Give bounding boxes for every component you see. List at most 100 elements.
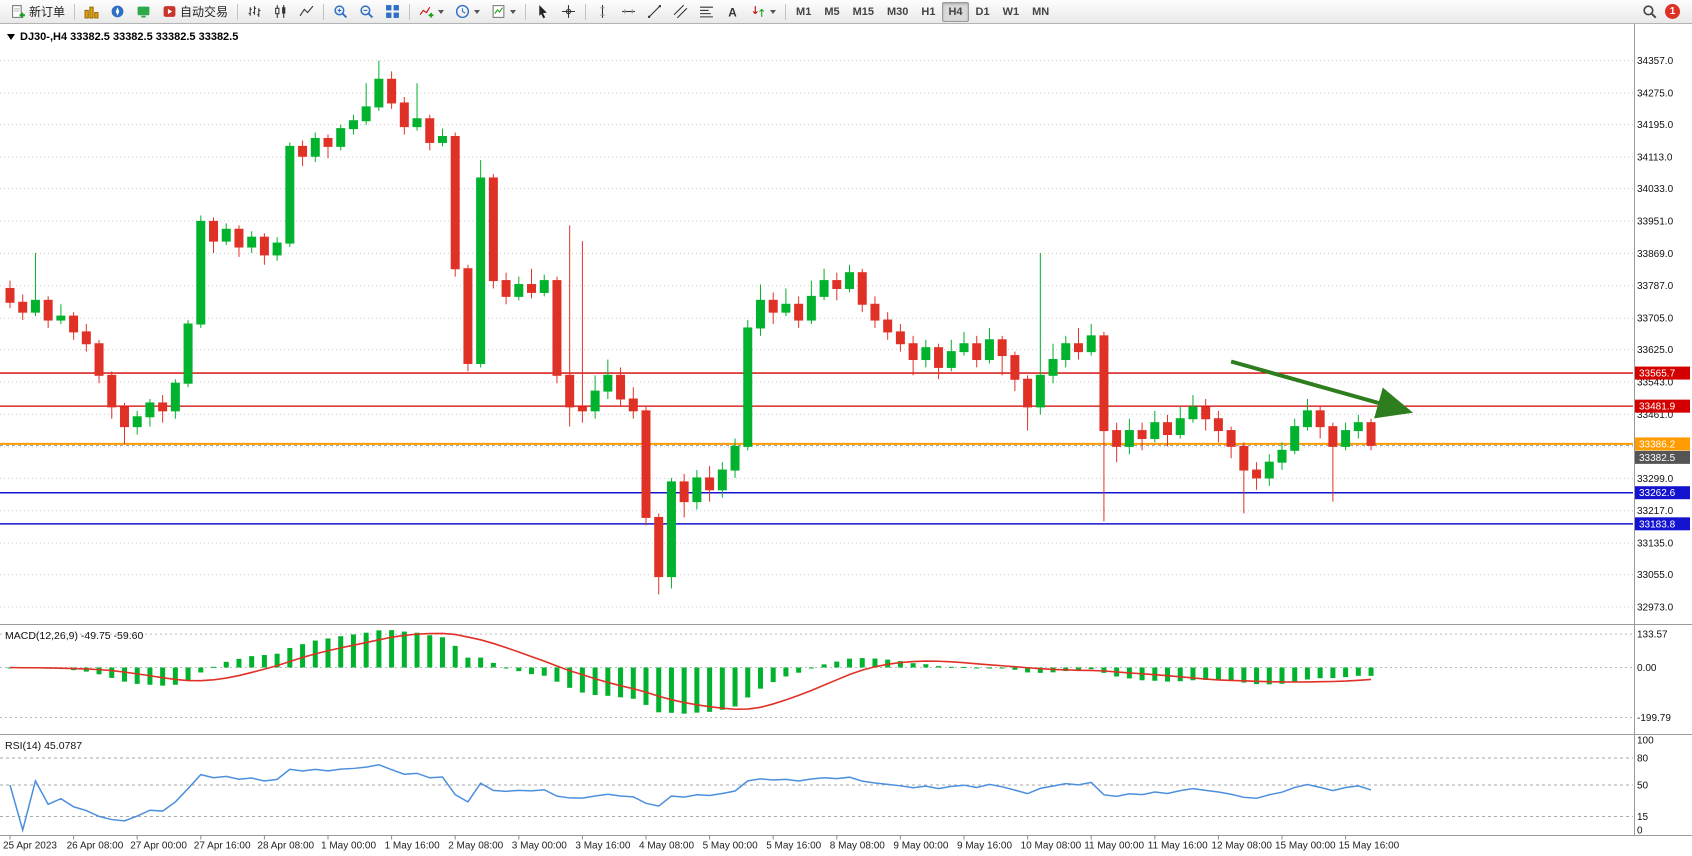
zoom-out-button[interactable] xyxy=(354,2,379,22)
periods-button[interactable] xyxy=(450,2,485,22)
svg-text:15: 15 xyxy=(1637,812,1649,823)
svg-text:34033.0: 34033.0 xyxy=(1637,184,1674,195)
text-tool-button[interactable]: A xyxy=(720,2,745,22)
terminal-button[interactable] xyxy=(131,2,156,22)
toolbar-separator xyxy=(785,3,787,20)
timeframe-m1-button[interactable]: M1 xyxy=(790,2,817,22)
svg-text:27 Apr 00:00: 27 Apr 00:00 xyxy=(130,841,187,852)
fibonacci-tool-button[interactable] xyxy=(694,2,719,22)
chart-canvas[interactable]: 34357.0 34275.0 34195.0 34113.0 34033.0 33951… xyxy=(0,24,1692,856)
svg-text:33262.6: 33262.6 xyxy=(1639,488,1676,499)
trendline-tool-button[interactable] xyxy=(642,2,667,22)
terminal-icon xyxy=(137,6,150,18)
autotrade-icon xyxy=(163,6,176,17)
timeframe-m5-button[interactable]: M5 xyxy=(818,2,845,22)
zoom-in-button[interactable] xyxy=(328,2,353,22)
chart-title: DJ30-,H4 33382.5 33382.5 33382.5 33382.5 xyxy=(7,29,238,44)
toolbar-separator xyxy=(323,3,325,20)
svg-text:33951.0: 33951.0 xyxy=(1637,216,1674,227)
toolbar-separator xyxy=(237,3,239,20)
vertical-line-tool-button[interactable] xyxy=(590,2,615,22)
svg-text:34275.0: 34275.0 xyxy=(1637,89,1674,100)
line-chart-icon xyxy=(299,5,314,17)
search-button[interactable] xyxy=(1637,2,1662,22)
timeframe-m30-button[interactable]: M30 xyxy=(881,2,914,22)
svg-text:33386.2: 33386.2 xyxy=(1639,439,1676,450)
timeframe-m15-button[interactable]: M15 xyxy=(847,2,880,22)
svg-text:100: 100 xyxy=(1637,736,1654,747)
rsi-axis: 100 80 50 15 0 xyxy=(0,736,1654,837)
navigator-button[interactable] xyxy=(105,2,130,22)
autotrade-button[interactable]: 自动交易 xyxy=(157,2,233,22)
macd-histogram xyxy=(7,630,1374,714)
toolbar-separator xyxy=(525,3,527,20)
indicators-button[interactable] xyxy=(414,2,449,22)
svg-text:1 May 16:00: 1 May 16:00 xyxy=(385,841,440,852)
svg-text:33481.9: 33481.9 xyxy=(1639,402,1676,413)
fibonacci-icon xyxy=(700,6,713,18)
horizontal-line-tool-button[interactable] xyxy=(616,2,641,22)
chevron-down-icon xyxy=(510,9,517,14)
svg-text:33787.0: 33787.0 xyxy=(1637,281,1674,292)
price-tag-33565.7: 33565.7 xyxy=(1635,366,1690,380)
chart-menu-arrow[interactable] xyxy=(7,34,15,44)
macd-label: MACD(12,26,9) -49.75 -59.60 xyxy=(5,630,144,642)
market-watch-icon xyxy=(84,6,99,19)
timeframe-w1-button[interactable]: W1 xyxy=(997,2,1026,22)
time-axis-labels: 25 Apr 2023 26 Apr 08:00 27 Apr 00:00 27 Ap… xyxy=(3,836,1400,852)
svg-text:33461.0: 33461.0 xyxy=(1637,410,1674,421)
trend-arrow-annotation[interactable] xyxy=(1230,359,1414,419)
tile-windows-button[interactable] xyxy=(380,2,405,22)
crosshair-icon xyxy=(562,5,575,18)
new-order-button[interactable]: 新订单 xyxy=(6,2,70,22)
candlestick-chart-button[interactable] xyxy=(268,2,293,22)
market-watch-button[interactable] xyxy=(79,2,104,22)
channel-tool-button[interactable] xyxy=(668,2,693,22)
arrows-tool-button[interactable] xyxy=(746,2,781,22)
tile-windows-icon xyxy=(386,5,399,18)
svg-text:33055.0: 33055.0 xyxy=(1637,570,1674,581)
svg-text:50: 50 xyxy=(1637,781,1649,792)
svg-text:15 May 00:00: 15 May 00:00 xyxy=(1275,841,1336,852)
svg-text:2 May 08:00: 2 May 08:00 xyxy=(448,841,503,852)
svg-text:33705.0: 33705.0 xyxy=(1637,314,1674,325)
indicators-icon xyxy=(419,6,434,18)
svg-text:-199.79: -199.79 xyxy=(1637,713,1671,724)
cursor-button[interactable] xyxy=(530,2,555,22)
channel-icon xyxy=(673,4,688,19)
chart-window: 34357.0 34275.0 34195.0 34113.0 34033.0 33951… xyxy=(0,24,1692,856)
svg-text:5 May 16:00: 5 May 16:00 xyxy=(766,841,821,852)
notification-badge[interactable]: 1 xyxy=(1665,4,1680,19)
zoom-in-icon xyxy=(334,5,348,19)
svg-text:4 May 08:00: 4 May 08:00 xyxy=(639,841,694,852)
timeframe-mn-button[interactable]: MN xyxy=(1026,2,1055,22)
timeframe-h1-button[interactable]: H1 xyxy=(915,2,941,22)
templates-button[interactable] xyxy=(486,2,521,22)
svg-text:26 Apr 08:00: 26 Apr 08:00 xyxy=(67,841,124,852)
bar-chart-button[interactable] xyxy=(242,2,267,22)
new-order-label: 新订单 xyxy=(29,5,66,19)
chevron-down-icon xyxy=(438,9,445,14)
svg-text:0.00: 0.00 xyxy=(1637,663,1657,674)
svg-text:3 May 00:00: 3 May 00:00 xyxy=(512,841,567,852)
time-scale[interactable] xyxy=(0,836,1634,856)
line-chart-button[interactable] xyxy=(294,2,319,22)
svg-text:1 May 00:00: 1 May 00:00 xyxy=(321,841,376,852)
text-icon: A xyxy=(728,6,737,19)
crosshair-button[interactable] xyxy=(556,2,581,22)
rsi-label: RSI(14) 45.0787 xyxy=(5,740,83,752)
candlestick-icon xyxy=(275,5,286,18)
svg-text:15 May 16:00: 15 May 16:00 xyxy=(1339,841,1400,852)
template-icon xyxy=(492,5,505,18)
svg-text:133.57: 133.57 xyxy=(1637,630,1668,641)
cursor-icon xyxy=(539,5,547,19)
svg-text:33869.0: 33869.0 xyxy=(1637,249,1674,260)
svg-text:10 May 08:00: 10 May 08:00 xyxy=(1021,841,1082,852)
price-scale[interactable] xyxy=(1634,24,1692,835)
svg-text:33183.8: 33183.8 xyxy=(1639,519,1676,530)
svg-text:32973.0: 32973.0 xyxy=(1637,603,1674,614)
timeframe-h4-button[interactable]: H4 xyxy=(942,1,969,22)
price-tag-33183.8: 33183.8 xyxy=(1635,517,1690,531)
timeframe-d1-button[interactable]: D1 xyxy=(970,2,996,22)
search-icon xyxy=(1643,5,1657,19)
